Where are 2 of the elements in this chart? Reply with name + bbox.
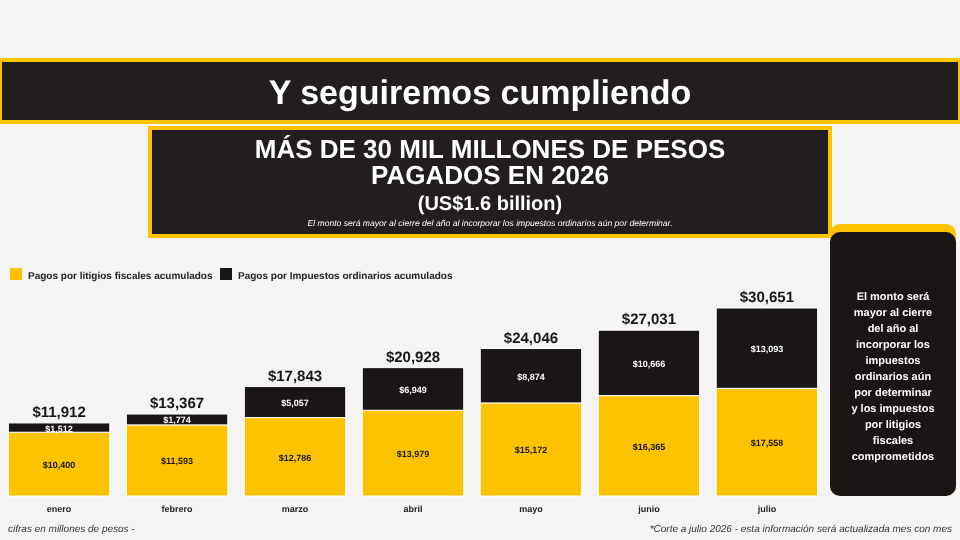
chart-title: Y seguiremos cumpliendo [268, 74, 692, 112]
chart-subtitle: MÁS DE 30 MIL MILLONES DE PESOS PAGADOS EN 2026 (US$1.6 billion) [254, 134, 726, 216]
